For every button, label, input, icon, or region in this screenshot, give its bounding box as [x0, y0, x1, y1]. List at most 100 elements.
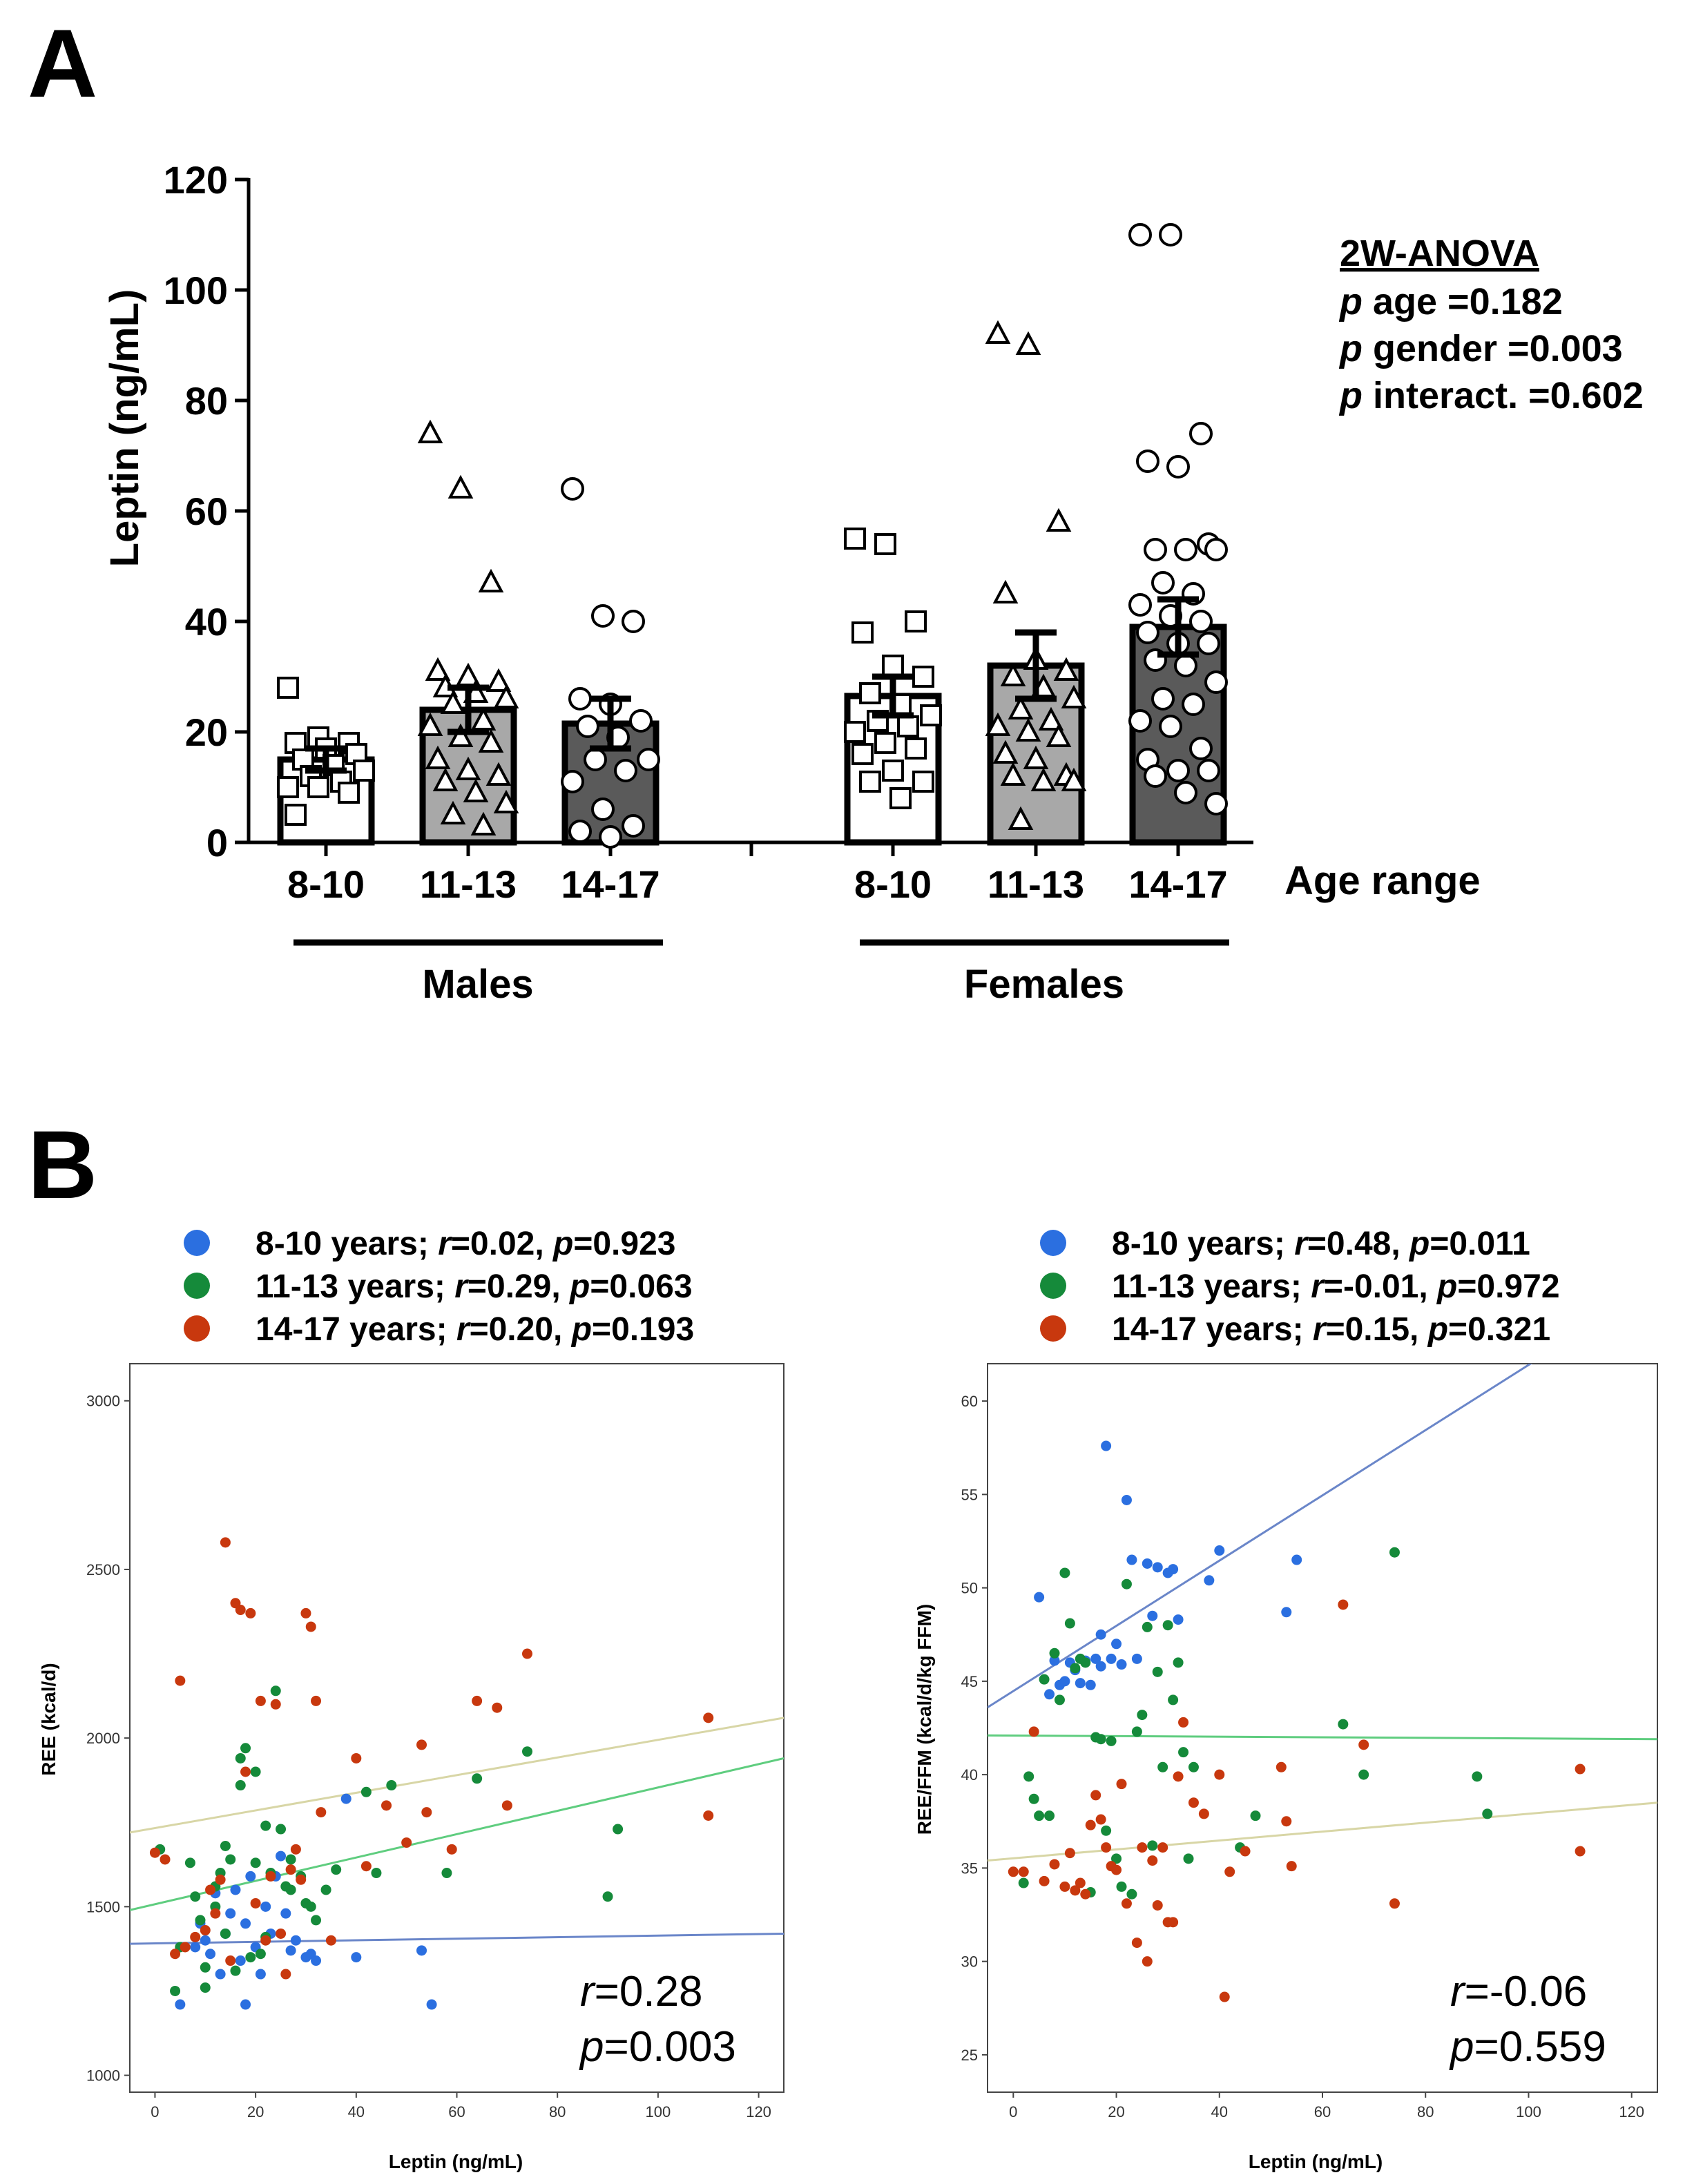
scatter-left-point-8-10-years	[290, 1935, 301, 1946]
scatter-left-point-8-10-years	[200, 1935, 211, 1946]
bar-point-females-11-13	[1046, 508, 1072, 532]
scatter-left-point-14-17-years	[225, 1955, 236, 1966]
scatter-left-x-tick-label: 20	[247, 2103, 264, 2120]
right-legend-11-13: 11-13 years; r=-0.01, p=0.972	[1112, 1268, 1560, 1305]
bar-x-tick-label: 11-13	[988, 862, 1084, 906]
bar-point-males-11-13	[425, 657, 451, 681]
left-legend-11-13: 11-13 years; r=0.29, p=0.063	[256, 1268, 693, 1305]
scatter-right-point-11-13-years	[1054, 1694, 1065, 1705]
bar-point-males-14-17	[622, 814, 645, 838]
scatter-right-point-11-13-years	[1111, 1853, 1122, 1864]
scatter-right-point-14-17-years	[1219, 1991, 1230, 2002]
bar-point-females-14-17	[1136, 621, 1159, 644]
bar-point-females-11-13	[1008, 695, 1034, 719]
bar-point-females-14-17	[1128, 223, 1152, 247]
scatter-left-point-11-13-years	[200, 1962, 211, 1973]
scatter-right-point-11-13-years	[1188, 1761, 1199, 1772]
scatter-right-point-11-13-years	[1142, 1621, 1153, 1632]
bar-point-males-11-13	[493, 684, 519, 708]
scatter-right-point-11-13-years	[1472, 1771, 1483, 1782]
scatter-left-point-11-13-years	[225, 1854, 236, 1865]
scatter-left-y-tick-label: 1500	[86, 1898, 120, 1915]
scatter-right-point-8-10-years	[1095, 1629, 1106, 1640]
scatter-right-x-tick-label: 100	[1516, 2103, 1541, 2120]
bar-chart: 0 20 40 60 80 100 120 8-10 11-13 14-17 8-10 11-13 1…	[164, 158, 1253, 906]
scatter-right-y-tick-label: 55	[961, 1486, 978, 1503]
bar-point-females-8-10	[912, 771, 934, 793]
bar-point-males-11-13	[485, 762, 512, 786]
scatter-right-point-11-13-years	[1482, 1808, 1493, 1819]
bar-y-tick-label: 0	[206, 821, 228, 864]
scatter-right-point-14-17-years	[1168, 1917, 1179, 1928]
bar-point-males-14-17	[584, 748, 607, 771]
scatter-right-point-11-13-years	[1126, 1888, 1137, 1900]
scatter-right-point-11-13-years	[1106, 1735, 1117, 1746]
scatter-right-point-11-13-years	[1121, 1578, 1132, 1589]
scatter-right-point-14-17-years	[1575, 1846, 1586, 1857]
scatter-right-point-11-13-years	[1044, 1810, 1055, 1821]
bar-point-males-14-17	[629, 709, 653, 733]
right-legend: 8-10 years; r=0.48, p=0.011 11-13 years;…	[1040, 1226, 1560, 1348]
scatter-left-point-14-17-years	[351, 1752, 362, 1763]
bar-point-females-11-13	[1000, 762, 1026, 786]
bar-y-axis: 0 20 40 60 80 100 120	[164, 158, 251, 864]
bar-point-females-14-17	[1189, 610, 1213, 633]
bar-point-females-14-17	[1189, 422, 1213, 445]
scatter-ree-p-annotation: p=0.003	[579, 2023, 736, 2071]
scatter-right-point-8-10-years	[1075, 1678, 1086, 1689]
scatter-left-point-8-10-years	[260, 1901, 271, 1912]
bar-point-females-14-17	[1182, 693, 1205, 716]
bar-point-females-14-17	[1144, 764, 1167, 788]
scatter-left-point-14-17-years	[381, 1800, 392, 1811]
scatter-right-point-14-17-years	[1059, 1881, 1070, 1892]
scatter-right-fit-line-14-17-years	[988, 1801, 1657, 1862]
scatter-left-point-14-17-years	[501, 1800, 512, 1811]
bar-point-males-11-13	[478, 568, 504, 592]
scatter-left-point-11-13-years	[250, 1766, 261, 1777]
scatter-right-point-11-13-years	[1152, 1666, 1163, 1677]
scatter-left-point-11-13-years	[255, 1949, 266, 1960]
bar-point-females-8-10	[889, 787, 912, 809]
scatter-right-point-14-17-years	[1575, 1763, 1586, 1775]
scatter-left-point-14-17-years	[360, 1861, 372, 1872]
scatter-right-frame	[987, 1363, 1658, 2093]
scatter-left-point-11-13-years	[285, 1854, 296, 1865]
right-legend-dot-11-13	[1040, 1273, 1066, 1299]
scatter-right-point-8-10-years	[1131, 1653, 1142, 1664]
scatter-left-point-11-13-years	[260, 1820, 271, 1831]
bar-point-females-11-13	[992, 579, 1019, 603]
scatter-left-point-8-10-years	[311, 1955, 322, 1966]
scatter-right-point-11-13-years	[1095, 1734, 1106, 1745]
scatter-right-point-14-17-years	[1080, 1888, 1091, 1900]
scatter-right-point-8-10-years	[1204, 1575, 1215, 1586]
scatter-left-point-14-17-years	[175, 1675, 186, 1686]
bar-point-males-14-17	[622, 610, 645, 633]
scatter-ree-y-axis-title: REE (kcal/d)	[38, 1663, 59, 1775]
left-legend-dot-8-10	[184, 1230, 210, 1256]
scatter-left-point-14-17-years	[280, 1969, 291, 1980]
scatter-right-point-8-10-years	[1085, 1679, 1096, 1690]
scatter-left-point-14-17-years	[311, 1695, 322, 1706]
bar-point-females-8-10	[851, 621, 874, 644]
bar-point-males-8-10	[307, 776, 329, 798]
scatter-ree: 0 20 40 60 80 100 120 1000 1500 2000 2500 3000	[86, 1363, 785, 2120]
bar-point-females-8-10	[844, 721, 866, 743]
scatter-right-y-tick-label: 40	[961, 1766, 978, 1784]
bar-point-females-8-10	[859, 771, 881, 793]
bar-point-males-8-10	[338, 782, 360, 804]
scatter-right-x-tick-label: 80	[1417, 2103, 1434, 2120]
scatter-left-point-11-13-years	[235, 1780, 246, 1791]
scatter-left-point-14-17-years	[305, 1621, 316, 1632]
bar-y-tick-label: 20	[185, 711, 228, 754]
scatter-right-point-14-17-years	[1389, 1898, 1400, 1909]
scatter-left-point-11-13-years	[200, 1982, 211, 1993]
bar-point-females-8-10	[905, 737, 927, 760]
scatter-left-point-8-10-years	[190, 1942, 201, 1953]
scatter-right-point-14-17-years	[1090, 1790, 1101, 1801]
scatter-left-point-8-10-years	[235, 1955, 246, 1966]
scatter-right-point-14-17-years	[1173, 1771, 1184, 1782]
bar-point-males-11-13	[485, 668, 512, 692]
scatter-right-x-tick-label: 40	[1211, 2103, 1228, 2120]
bar-point-females-14-17	[1159, 715, 1182, 738]
bar-point-females-8-10	[859, 682, 881, 704]
